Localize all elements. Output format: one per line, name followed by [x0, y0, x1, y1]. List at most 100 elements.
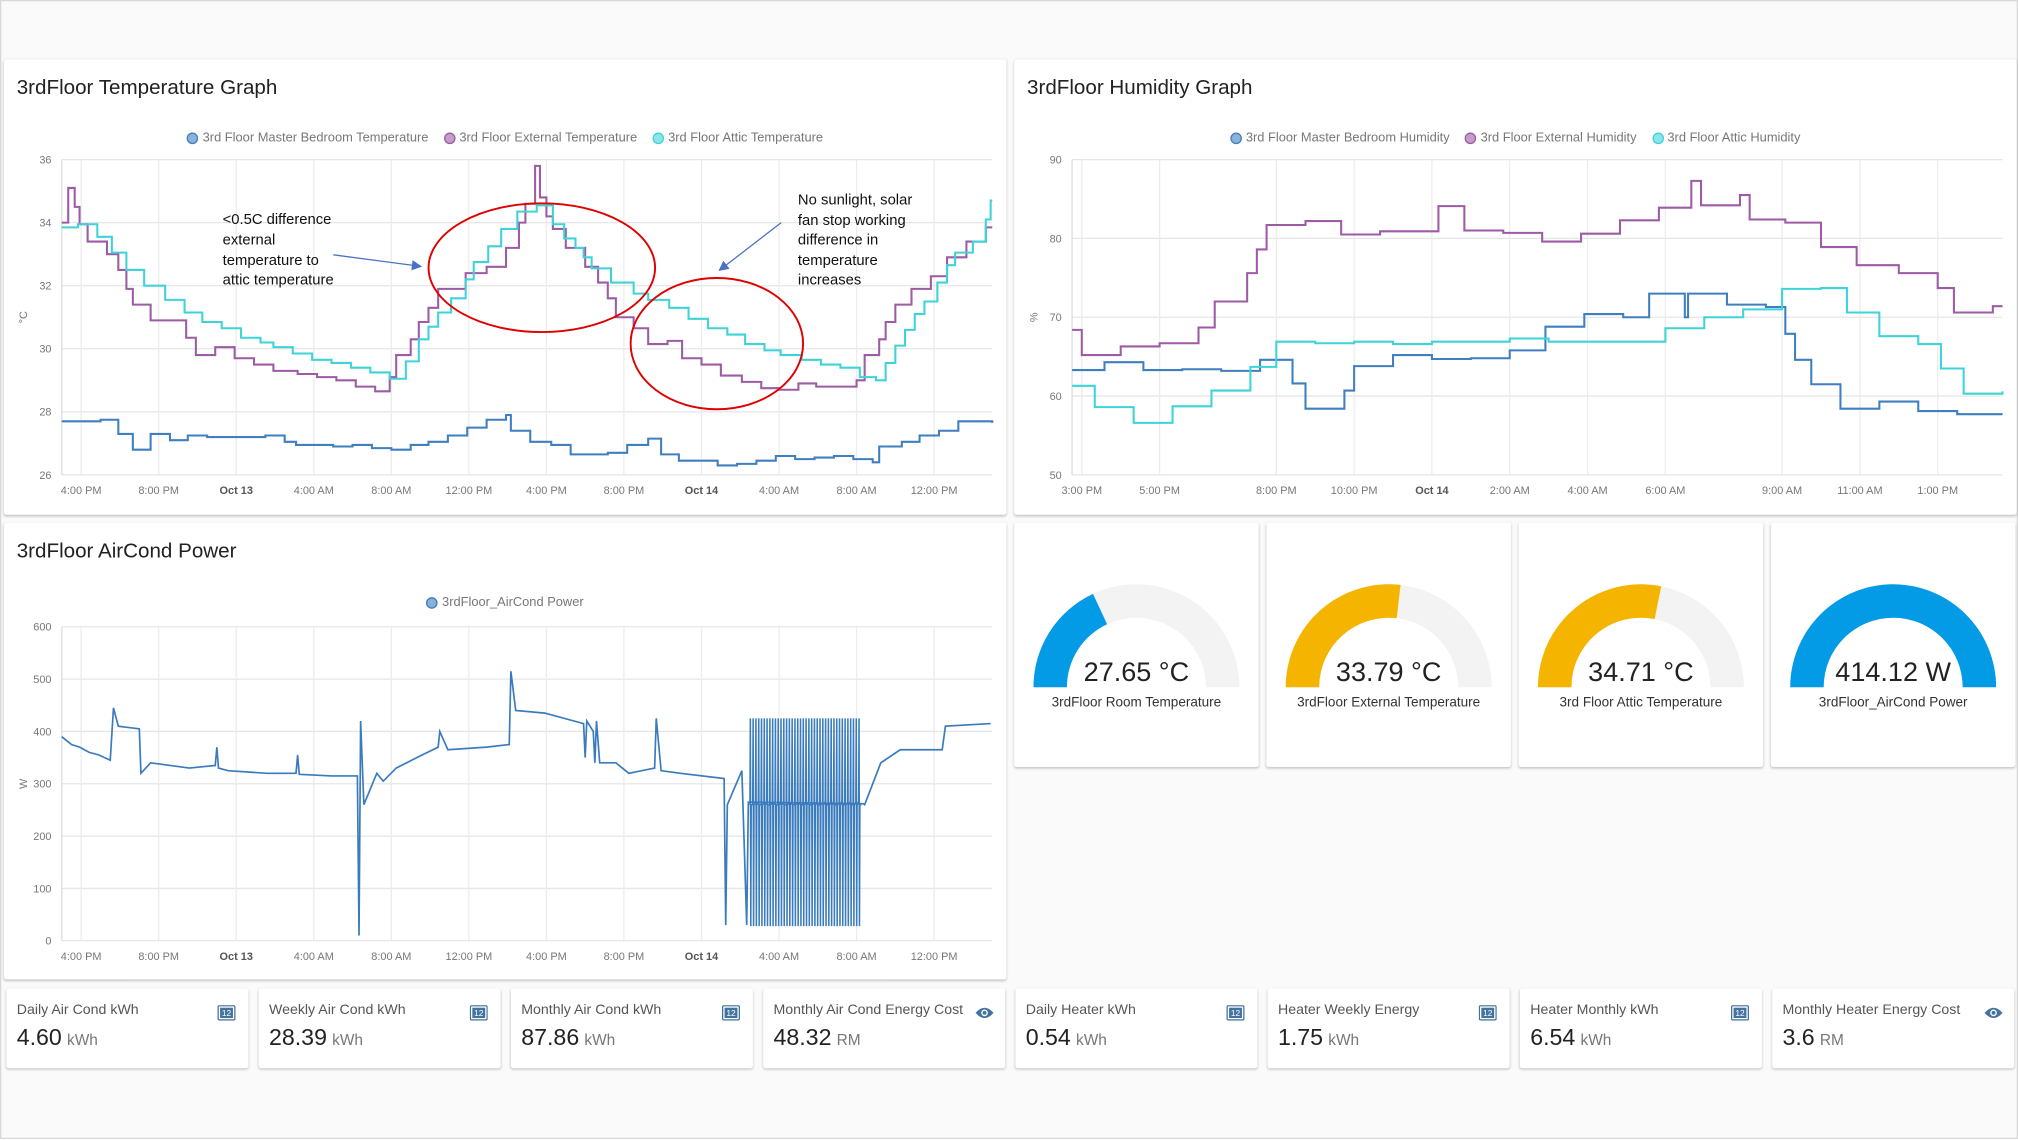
legend-item[interactable]: 3rd Floor External Humidity: [1465, 131, 1637, 145]
counter-icon[interactable]: 12: [1226, 1004, 1245, 1021]
legend-dot-icon: [426, 597, 439, 609]
eye-icon[interactable]: [974, 1004, 994, 1019]
eye-icon[interactable]: [1983, 1004, 2003, 1019]
gauge-arc: [1285, 584, 1492, 688]
gauge-fill: [1285, 584, 1401, 688]
stat-title: Monthly Heater Energy Cost: [1782, 1002, 1961, 1019]
svg-text:12: 12: [1231, 1008, 1241, 1018]
legend-label: 3rd Floor External Temperature: [459, 131, 638, 146]
stat-value: 0.54: [1025, 1024, 1071, 1051]
stat-unit: RM: [1819, 1030, 1844, 1049]
counter-icon[interactable]: 12: [217, 1004, 236, 1021]
legend-item[interactable]: 3rd Floor Attic Humidity: [1651, 131, 1801, 146]
stat-card[interactable]: Daily Heater kWh 0.54 kWh 12: [1015, 988, 1258, 1069]
stat-card[interactable]: Monthly Air Cond kWh 87.86 kWh 12: [510, 988, 753, 1069]
legend-dot-icon: [443, 132, 456, 145]
stat-card[interactable]: Weekly Air Cond kWh 28.39 kWh 12: [258, 988, 501, 1069]
legend-item[interactable]: 3rd Floor Attic Temperature: [652, 131, 824, 146]
svg-text:12: 12: [1735, 1008, 1745, 1018]
gauge-card[interactable]: 414.12 W 3rdFloor_AirCond Power: [1770, 522, 2016, 768]
stat-title: Heater Monthly kWh: [1530, 1002, 1659, 1019]
legend-label: 3rd Floor Master Bedroom Temperature: [202, 131, 429, 146]
gauge-label: 3rdFloor Room Temperature: [1051, 694, 1222, 711]
svg-text:12: 12: [1483, 1008, 1493, 1018]
stat-value-row: 87.86 kWh: [521, 1024, 615, 1051]
legend-label: 3rd Floor Attic Temperature: [668, 131, 824, 146]
chart-legend: 3rdFloor_AirCond Power: [4, 596, 1007, 610]
stat-title: Monthly Air Cond kWh: [521, 1002, 662, 1019]
stat-title: Weekly Air Cond kWh: [268, 1002, 406, 1019]
stat-value: 87.86: [521, 1024, 580, 1051]
stat-unit: kWh: [584, 1030, 616, 1049]
stat-value-row: 6.54 kWh: [1530, 1024, 1611, 1051]
stat-card[interactable]: Monthly Air Cond Energy Cost 48.32 RM: [763, 988, 1006, 1069]
gauge-label: 3rdFloor External Temperature: [1297, 694, 1481, 711]
gauge-arc: [1790, 584, 1997, 688]
legend-item[interactable]: 3rd Floor External Temperature: [443, 131, 638, 146]
gauge-value: 27.65 °C: [1083, 657, 1190, 688]
counter-icon[interactable]: 12: [1731, 1004, 1750, 1021]
counter-icon[interactable]: 12: [1478, 1004, 1497, 1021]
gauge-arc: [1033, 584, 1240, 688]
counter-icon[interactable]: 12: [722, 1004, 741, 1021]
card-title: 3rdFloor AirCond Power: [16, 540, 237, 563]
card-title: 3rdFloor Temperature Graph: [16, 77, 278, 100]
stat-card[interactable]: Heater Monthly kWh 6.54 kWh 12: [1519, 988, 1762, 1069]
gauge-fill: [1537, 584, 1662, 688]
legend-dot-icon: [1465, 132, 1477, 145]
stat-value-row: 0.54 kWh: [1026, 1024, 1107, 1051]
stat-unit: kWh: [1075, 1030, 1107, 1049]
stat-value-row: 4.60 kWh: [17, 1024, 98, 1051]
stat-value-row: 28.39 kWh: [269, 1024, 363, 1051]
counter-icon[interactable]: 12: [469, 1004, 488, 1021]
stat-value: 48.32: [773, 1024, 832, 1051]
legend-dot-icon: [187, 132, 199, 145]
chart-legend: 3rd Floor Master Bedroom Temperature 3rd …: [4, 131, 1007, 145]
gauge-fill: [1790, 584, 1997, 688]
humidity-graph-card[interactable]: 3rdFloor Humidity Graph 3rd Floor Master…: [1014, 59, 2017, 515]
stat-value: 28.39: [268, 1024, 327, 1051]
legend-dot-icon: [1230, 132, 1242, 145]
stat-value-row: 1.75 kWh: [1278, 1024, 1359, 1051]
stat-card[interactable]: Heater Weekly Energy 1.75 kWh 12: [1267, 988, 1510, 1069]
gauge-value: 34.71 °C: [1588, 657, 1694, 688]
stat-unit: kWh: [1580, 1030, 1612, 1049]
stat-card[interactable]: Daily Air Cond kWh 4.60 kWh 12: [6, 988, 249, 1069]
legend-dot-icon: [1651, 132, 1664, 145]
gauge-label: 3rd Floor Attic Temperature: [1559, 694, 1723, 711]
legend-item[interactable]: 3rd Floor Master Bedroom Humidity: [1230, 131, 1450, 146]
gauge-label: 3rdFloor_AirCond Power: [1818, 694, 1968, 711]
gauge-card[interactable]: 33.79 °C 3rdFloor External Temperature: [1266, 522, 1511, 768]
gauge-card[interactable]: 34.71 °C 3rd Floor Attic Temperature: [1518, 522, 1764, 768]
legend-item[interactable]: 3rd Floor Master Bedroom Temperature: [187, 131, 428, 145]
stat-title: Daily Heater kWh: [1025, 1002, 1136, 1019]
stat-card[interactable]: Monthly Heater Energy Cost 3.6 RM: [1772, 988, 2015, 1069]
card-title: 3rdFloor Humidity Graph: [1027, 77, 1253, 100]
stat-title: Heater Weekly Energy: [1277, 1002, 1420, 1019]
stat-value: 1.75: [1277, 1024, 1324, 1051]
stat-value-row: 3.6 RM: [1782, 1024, 1843, 1051]
svg-text:12: 12: [726, 1008, 736, 1018]
stat-unit: kWh: [66, 1030, 98, 1049]
stat-value: 3.6: [1782, 1024, 1815, 1051]
stat-unit: RM: [836, 1030, 861, 1049]
gauge-arc: [1537, 584, 1744, 688]
temperature-graph-card[interactable]: 3rdFloor Temperature Graph 3rd Floor Mas…: [3, 59, 1007, 515]
stat-title: Daily Air Cond kWh: [16, 1002, 139, 1019]
legend-label: 3rdFloor_AirCond Power: [442, 595, 584, 611]
aircond-power-card[interactable]: 3rdFloor AirCond Power 3rdFloor_AirCond …: [3, 522, 1007, 980]
stat-unit: kWh: [1328, 1030, 1360, 1049]
stat-value: 6.54: [1530, 1024, 1576, 1051]
legend-item[interactable]: 3rdFloor_AirCond Power: [426, 595, 584, 611]
gauge-card[interactable]: 27.65 °C 3rdFloor Room Temperature: [1014, 522, 1259, 768]
legend-label: 3rd Floor Master Bedroom Humidity: [1245, 131, 1450, 146]
legend-dot-icon: [652, 132, 665, 145]
stat-value-row: 48.32 RM: [773, 1024, 860, 1051]
svg-text:12: 12: [222, 1008, 232, 1018]
stat-title: Monthly Air Cond Energy Cost: [773, 1002, 964, 1019]
gauge-value: 414.12 W: [1835, 657, 1951, 688]
chart-legend: 3rd Floor Master Bedroom Humidity 3rd Flo…: [1014, 131, 2017, 145]
svg-text:12: 12: [474, 1008, 484, 1018]
legend-label: 3rd Floor Attic Humidity: [1667, 131, 1801, 146]
